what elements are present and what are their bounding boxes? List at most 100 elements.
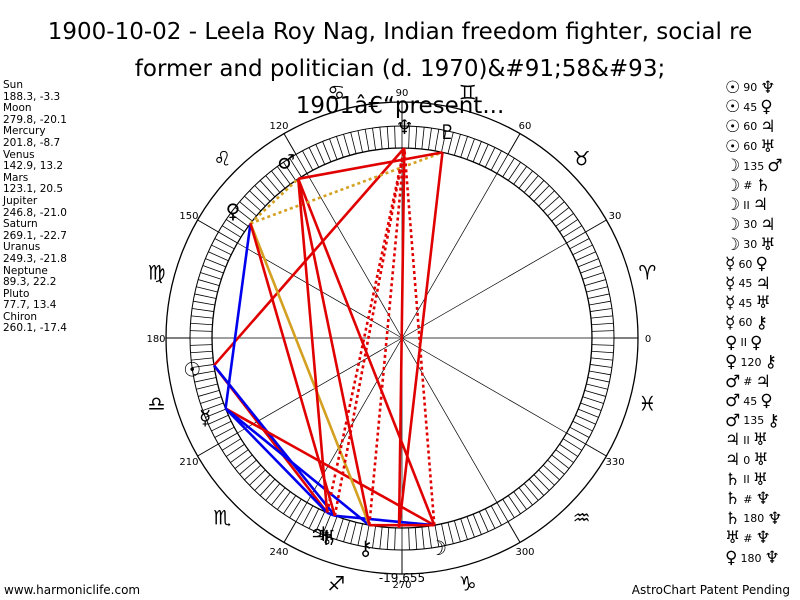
aspect-line: [297, 178, 436, 526]
degree-tick: [192, 308, 214, 312]
degree-tick: [190, 350, 213, 354]
aspect-planet-2: ♂: [767, 156, 783, 177]
aspect-type: 30: [743, 238, 758, 252]
degree-tick: [372, 128, 376, 150]
degree-tick: [350, 522, 357, 544]
degree-tick: [572, 244, 593, 256]
aspect-planet-2: ♃: [760, 214, 776, 235]
aspect-planet-1: ☿: [725, 254, 736, 275]
zodiac-sign-icon: ♉: [573, 146, 591, 170]
aspect-row: ♂ # ♃: [725, 372, 800, 392]
degree-tick: [589, 300, 611, 306]
degree-tick: [584, 279, 606, 287]
degree-tick: [194, 293, 217, 299]
sign-divider: [283, 133, 297, 155]
zodiac-sign-icon: ♌: [213, 146, 231, 170]
aspect-type: 60: [743, 140, 758, 154]
aspect-type: II: [743, 198, 750, 212]
degree-tick: [538, 190, 555, 207]
degree-tick: [513, 491, 527, 510]
planet-name-moon: Moon: [3, 102, 32, 115]
degree-tick: [259, 478, 276, 496]
aspect-planet-1: ♀: [725, 332, 738, 353]
planet-name-chiron: Chiron: [3, 310, 38, 323]
aspect-row: ☽ 135 ♂: [725, 156, 800, 176]
aspect-type: 135: [743, 414, 765, 428]
degree-tick: [538, 469, 555, 486]
planet-name-pluto: Pluto: [3, 287, 30, 300]
aspect-row: ♃ 0 ♅: [725, 450, 800, 470]
zodiac-sign-icon: ♈: [638, 260, 656, 284]
aspect-planet-2: ♅: [752, 469, 768, 490]
degree-tick: [555, 213, 574, 227]
aspect-row: ♄ # ♆: [725, 489, 800, 509]
degree-tick: [441, 130, 447, 153]
degree-tick: [582, 272, 604, 280]
degree-tick: [350, 132, 357, 154]
degree-tick: [591, 350, 614, 354]
degree-tick: [513, 166, 527, 185]
degree-tick: [234, 207, 253, 222]
aspect-planet-2: ♅: [753, 450, 769, 471]
aspect-type: #: [743, 375, 753, 389]
degree-tick: [569, 426, 590, 438]
degree-tick: [211, 244, 232, 256]
degree-tick: [193, 300, 215, 306]
aspect-planet-2: ♅: [752, 430, 768, 451]
degree-tick: [562, 438, 582, 451]
degree-tick: [289, 498, 302, 518]
degree-tick: [372, 526, 376, 548]
aspect-line: [298, 151, 443, 181]
degree-tick: [336, 518, 344, 540]
aspect-type: II: [743, 473, 750, 487]
degree-tick: [315, 511, 326, 532]
degree-tick: [244, 195, 262, 212]
degree-tick: [239, 201, 257, 217]
degree-tick: [575, 414, 596, 425]
aspect-planet-2: ♀: [760, 391, 773, 412]
degree-tick: [200, 396, 222, 404]
degree-tick: [542, 195, 560, 212]
aspect-planet-1: ♀: [725, 352, 738, 373]
degree-tick: [283, 162, 297, 181]
degree-tick: [587, 377, 610, 383]
aspect-type: 135: [743, 159, 765, 173]
degree-tick: [200, 272, 222, 280]
degree-tick: [218, 432, 238, 445]
aspect-planet-1: ☿: [725, 293, 736, 314]
planet-position-list: Sun 188.3, -3.3 Moon 279.8, -20.1 Mercury 201…: [3, 79, 67, 335]
degree-label: 240: [269, 547, 288, 558]
aspect-planet-1: ♃: [725, 430, 741, 451]
aspect-planet-2: ♅: [760, 234, 776, 255]
degree-tick: [230, 449, 249, 463]
aspect-row: ♅ # ♆: [725, 528, 800, 548]
planet-coords-neptune: 89.3, 22.2: [3, 276, 57, 289]
aspect-type: 180: [743, 512, 765, 526]
zodiac-sign-icon: ♑: [459, 571, 477, 595]
degree-tick: [502, 498, 515, 518]
degree-tick: [421, 127, 425, 150]
aspect-line: [296, 178, 371, 526]
aspect-line: [249, 222, 371, 526]
aspect-planet-1: ♄: [725, 469, 741, 490]
aspect-planet-2: ♅: [760, 136, 776, 157]
aspect-row: ♀ II ♀: [725, 333, 800, 353]
degree-tick: [490, 505, 502, 526]
degree-tick: [591, 330, 614, 332]
planet-coords-venus: 142.9, 13.2: [3, 160, 64, 173]
degree-tick: [542, 464, 560, 481]
aspect-planet-2: ♃: [755, 371, 771, 392]
degree-tick: [428, 526, 432, 548]
degree-tick: [528, 180, 545, 198]
chart-title: 1900-10-02 - Leela Roy Nag, Indian freed…: [0, 14, 800, 125]
degree-tick: [202, 402, 224, 411]
aspect-type: 60: [738, 316, 753, 330]
footer-website[interactable]: www.harmoniclife.com: [4, 583, 141, 597]
degree-tick: [194, 377, 217, 383]
aspect-type: 60: [743, 120, 758, 134]
degree-label: 150: [179, 211, 198, 222]
aspect-planet-1: ☽: [725, 175, 741, 196]
aspect-line: [397, 147, 406, 528]
degree-tick: [523, 483, 539, 501]
